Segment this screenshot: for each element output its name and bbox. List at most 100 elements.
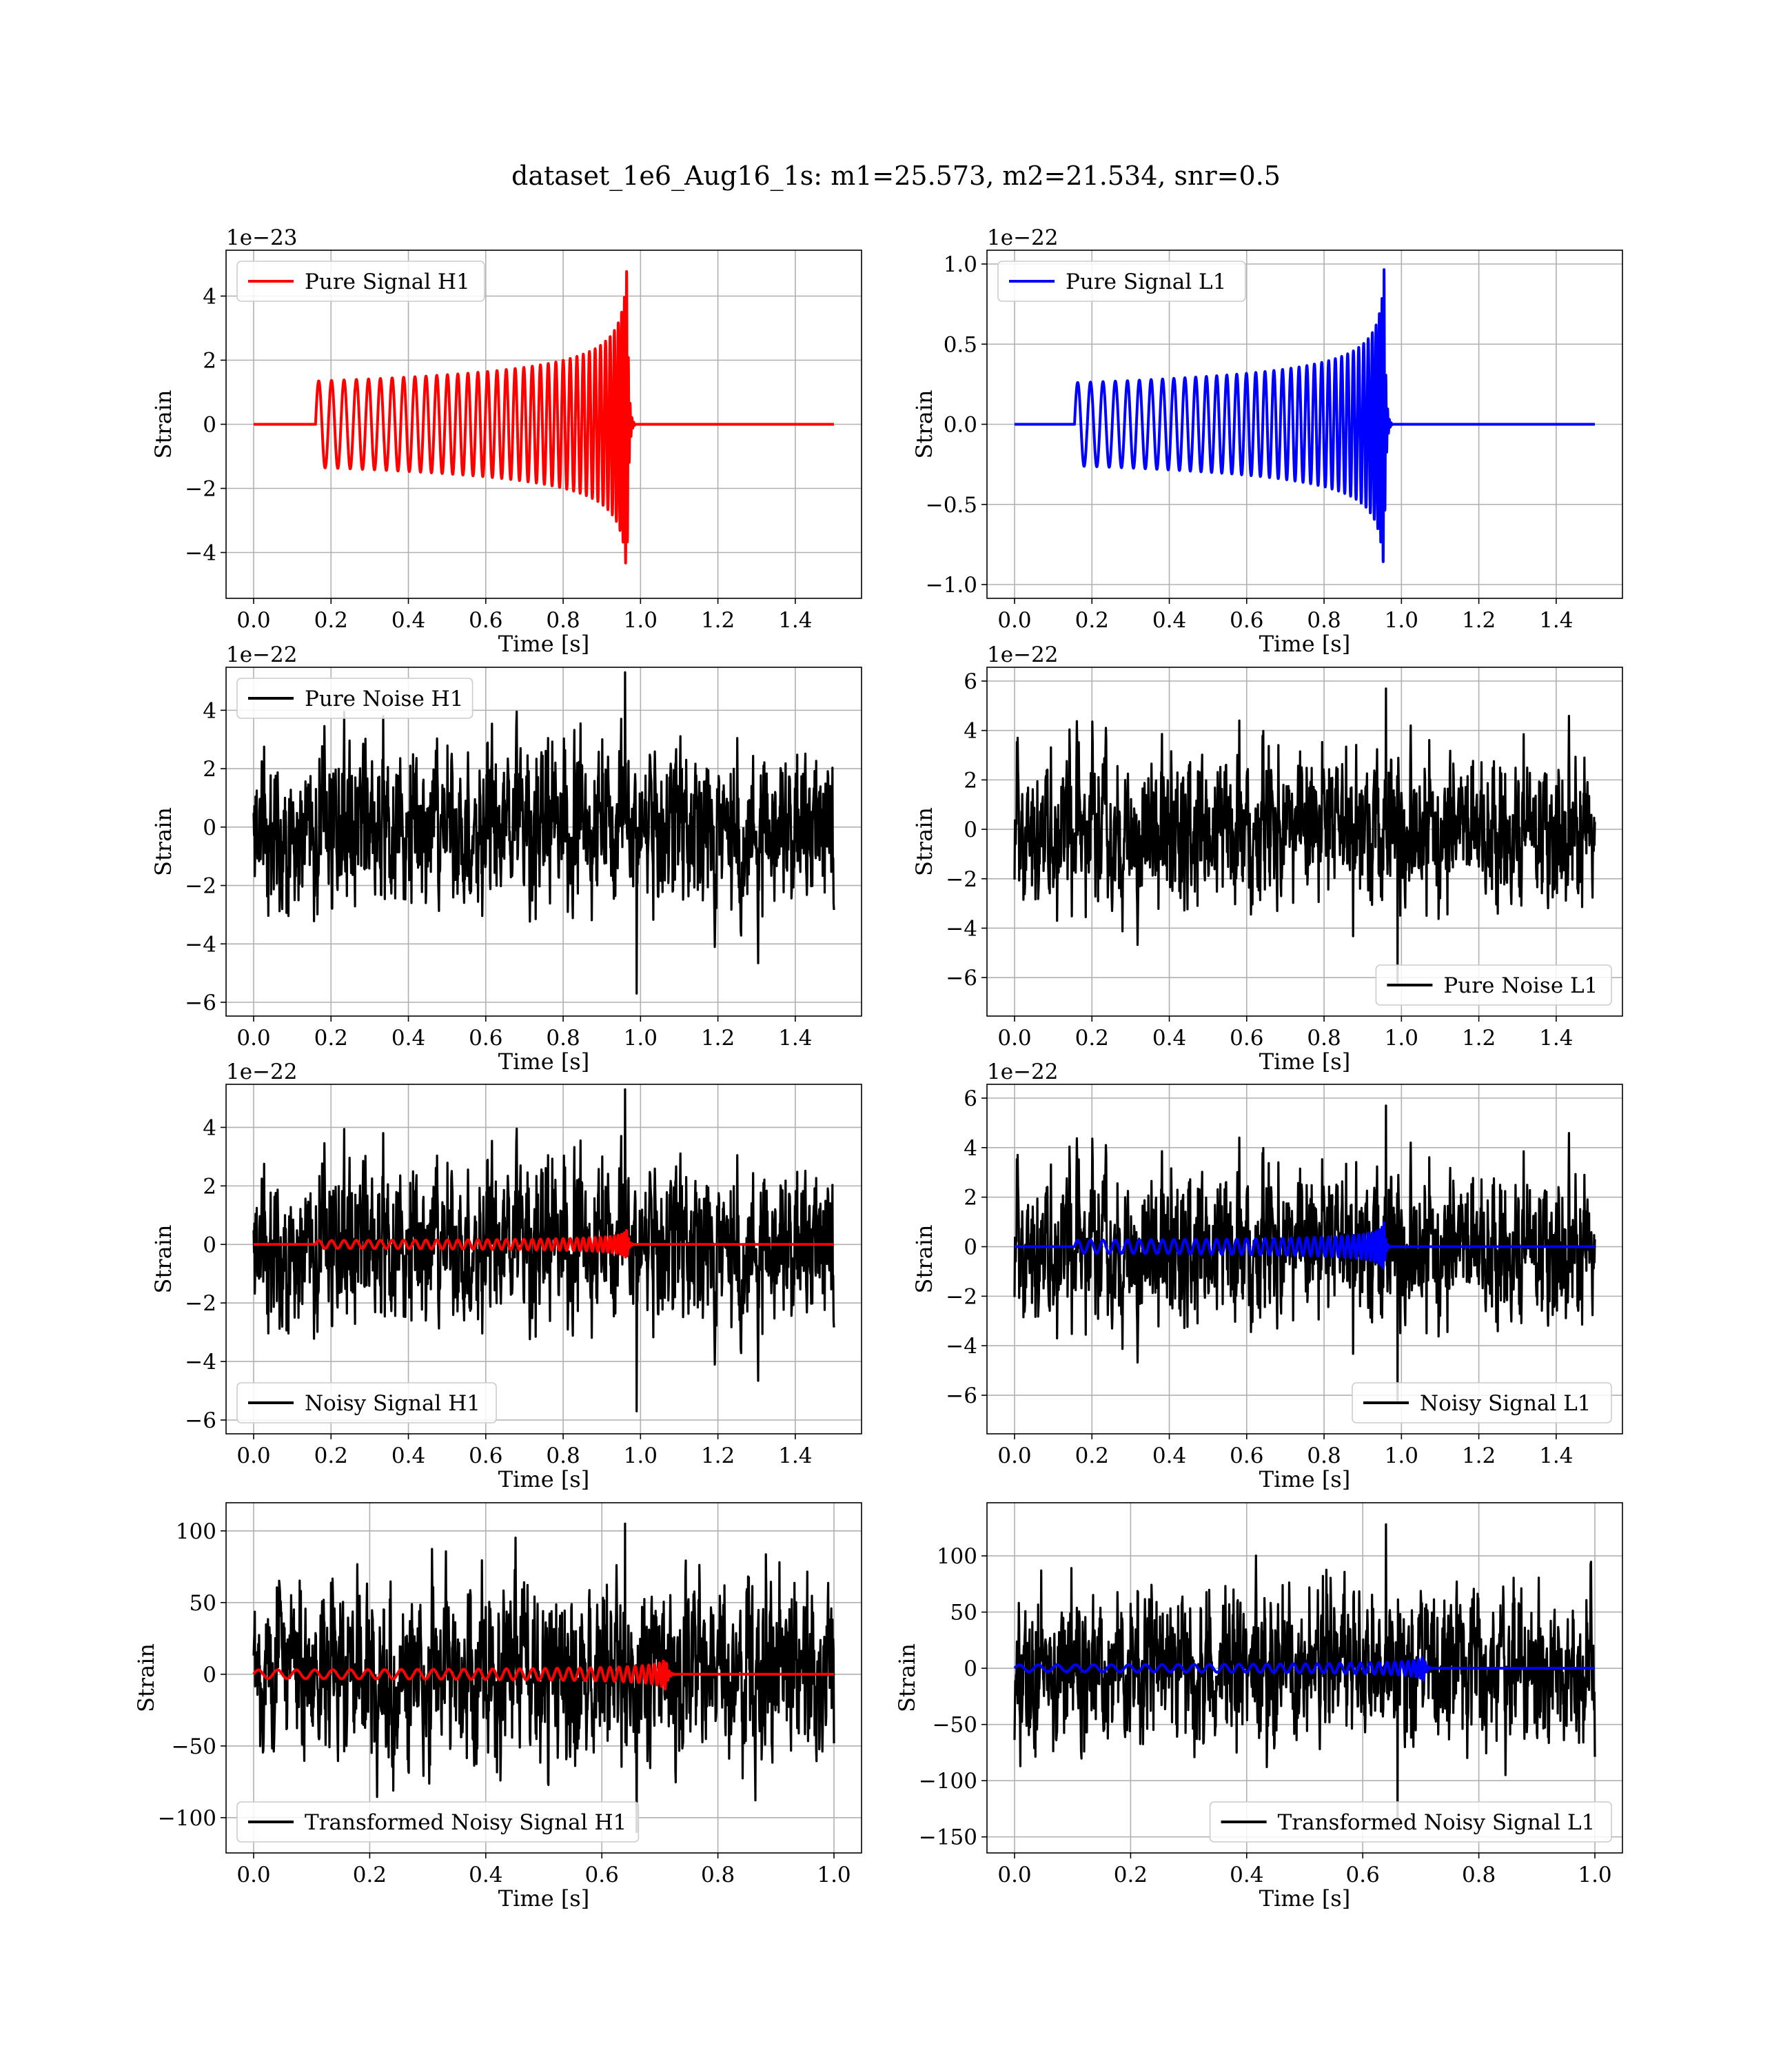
x-tick-label: 0.0 <box>997 608 1031 633</box>
panel-noisy-signal-l1: 0.0 0.2 0.4 0.6 0.8 1.0 1.2 1.4 −6 −4 −2 0 2 4 6 Time [… <box>911 1060 1623 1492</box>
y-tick-label: 100 <box>937 1544 977 1569</box>
y-tick-label: 4 <box>203 285 216 310</box>
x-tick-label: 1.2 <box>1462 1026 1496 1051</box>
x-axis-label: Time [s] <box>1259 1048 1350 1075</box>
x-tick-label: 1.0 <box>1578 1863 1611 1887</box>
x-tick-label: 0.0 <box>997 1443 1031 1468</box>
y-tick-label: 4 <box>964 1136 977 1161</box>
legend-box <box>1209 1801 1612 1843</box>
y-tick-label: −50 <box>172 1734 216 1759</box>
y-tick-label: −150 <box>919 1825 977 1850</box>
x-tick-label: 0.6 <box>469 1443 502 1468</box>
x-tick-label: 0.4 <box>1152 1443 1186 1468</box>
x-tick-label: 1.0 <box>817 1863 851 1887</box>
legend-noisy-signal-h1: Noisy Signal H1 <box>236 1382 497 1423</box>
x-axis-label: Time [s] <box>1259 1466 1350 1492</box>
y-tick-label: 1.0 <box>944 252 977 277</box>
x-tick-label: 0.8 <box>546 608 580 633</box>
legend-pure-signal-h1: Pure Signal H1 <box>236 261 485 302</box>
legend-label: Noisy Signal H1 <box>305 1391 480 1416</box>
x-tick-label: 0.4 <box>1152 608 1186 633</box>
y-axis-label: Strain <box>150 1225 176 1294</box>
legend-pure-signal-l1: Pure Signal L1 <box>997 261 1246 302</box>
x-axis-label: Time [s] <box>498 1048 589 1075</box>
legend-pure-noise-h1: Pure Noise H1 <box>236 678 474 719</box>
offset-text: 1e−23 <box>226 225 298 250</box>
y-tick-label: 2 <box>203 349 216 374</box>
y-tick-label: 2 <box>964 1186 977 1210</box>
y-axis-label: Strain <box>911 1225 937 1294</box>
x-tick-label: 1.0 <box>624 608 658 633</box>
legend-label: Transformed Noisy Signal L1 <box>1278 1810 1596 1835</box>
axes-frame <box>225 1502 862 1854</box>
x-tick-label: 1.2 <box>701 1026 735 1051</box>
x-tick-label: 0.4 <box>391 1443 425 1468</box>
x-tick-label: 0.2 <box>1114 1863 1148 1887</box>
x-tick-label: 0.8 <box>546 1443 580 1468</box>
legend-box <box>236 1801 640 1843</box>
x-tick-label: 0.8 <box>546 1026 580 1051</box>
x-tick-label: 1.2 <box>1462 1443 1496 1468</box>
x-axis-label: Time [s] <box>1259 1885 1350 1912</box>
y-axis-label: Strain <box>894 1643 920 1712</box>
series-line-pure-noise-l1 <box>1013 687 1596 984</box>
series-line-noisy-signal-l1-overlay <box>1013 1221 1596 1270</box>
y-tick-label: 100 <box>176 1519 216 1544</box>
series-line-transformed-noisy-signal-h1-overlay <box>252 1659 835 1691</box>
x-tick-label: 0.0 <box>236 1026 270 1051</box>
x-tick-label: 0.6 <box>1230 1443 1263 1468</box>
x-axis-label: Time [s] <box>498 1466 589 1492</box>
y-tick-label: −4 <box>946 1334 977 1359</box>
y-tick-label: −50 <box>933 1713 977 1738</box>
x-tick-label: 0.6 <box>1346 1863 1380 1887</box>
y-tick-label: −4 <box>946 916 977 941</box>
series-group-pure-noise-h1 <box>252 671 835 995</box>
y-axis-label: Strain <box>911 390 937 459</box>
x-tick-label: 1.4 <box>1539 1443 1573 1468</box>
y-tick-label: −6 <box>185 1408 216 1433</box>
x-tick-label: 0.8 <box>1307 1026 1341 1051</box>
x-tick-label: 0.8 <box>1462 1863 1496 1887</box>
legend-label: Pure Signal L1 <box>1066 270 1226 294</box>
axes-frame <box>225 1084 862 1435</box>
legend-label: Pure Noise L1 <box>1443 973 1598 998</box>
legend-box <box>236 1382 497 1423</box>
y-tick-label: −0.5 <box>926 493 977 518</box>
series-line-noisy-signal-l1 <box>1013 1104 1596 1401</box>
x-tick-label: 0.6 <box>585 1863 619 1887</box>
offset-text: 1e−22 <box>226 1060 298 1084</box>
y-tick-label: 2 <box>203 757 216 782</box>
y-tick-label: −1.0 <box>926 573 977 598</box>
x-tick-label: 0.4 <box>469 1863 502 1887</box>
series-group-transformed-noisy-signal-h1 <box>252 1522 835 1834</box>
x-tick-label: 0.4 <box>391 608 425 633</box>
panel-pure-signal-h1: 0.0 0.2 0.4 0.6 0.8 1.0 1.2 1.4 −4 −2 0 2 4 Time [s] S… <box>150 225 862 657</box>
x-tick-label: 0.2 <box>314 1443 348 1468</box>
y-tick-label: 0 <box>964 1235 977 1260</box>
x-tick-label: 1.0 <box>624 1026 658 1051</box>
y-tick-label: 0.0 <box>944 413 977 438</box>
x-tick-label: 0.2 <box>1075 1443 1109 1468</box>
x-axis-label: Time [s] <box>1259 631 1350 657</box>
x-tick-label: 0.4 <box>1230 1863 1263 1887</box>
series-group-transformed-noisy-signal-l1 <box>1013 1523 1596 1827</box>
y-tick-label: 0 <box>203 1663 216 1687</box>
x-tick-label: 0.2 <box>314 1026 348 1051</box>
x-tick-label: 1.0 <box>624 1443 658 1468</box>
legend-transformed-noisy-signal-l1: Transformed Noisy Signal L1 <box>1209 1801 1612 1843</box>
y-axis-label: Strain <box>133 1643 159 1712</box>
legend-box <box>1375 964 1612 1006</box>
legend-label: Pure Signal H1 <box>305 270 470 294</box>
x-tick-label: 1.4 <box>778 1443 812 1468</box>
y-tick-label: 0 <box>964 1656 977 1681</box>
x-tick-label: 1.0 <box>1385 608 1418 633</box>
x-tick-label: 0.2 <box>1075 608 1109 633</box>
x-tick-label: 0.4 <box>391 1026 425 1051</box>
panel-pure-noise-l1: 0.0 0.2 0.4 0.6 0.8 1.0 1.2 1.4 −6 −4 −2 0 2 4 6 Time [… <box>911 642 1623 1075</box>
axes-frame <box>986 1502 1623 1854</box>
x-tick-label: 1.4 <box>778 1026 812 1051</box>
offset-text: 1e−22 <box>987 225 1059 250</box>
x-tick-label: 1.4 <box>778 608 812 633</box>
y-tick-label: −4 <box>185 1350 216 1375</box>
x-tick-label: 1.2 <box>1462 608 1496 633</box>
